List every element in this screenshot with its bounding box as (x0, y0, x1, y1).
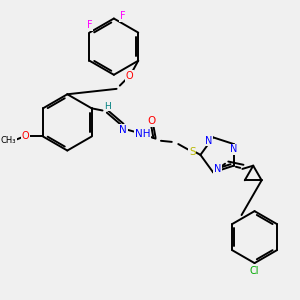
Text: CH₃: CH₃ (1, 136, 16, 145)
Text: O: O (22, 131, 29, 142)
Text: F: F (87, 20, 92, 30)
Text: N: N (119, 125, 127, 135)
Text: N: N (214, 164, 221, 174)
Text: Cl: Cl (250, 266, 259, 276)
Text: N: N (230, 145, 237, 154)
Text: NH: NH (135, 129, 150, 139)
Text: H: H (105, 102, 111, 111)
Text: N: N (205, 136, 212, 146)
Text: O: O (126, 71, 134, 81)
Text: F: F (120, 11, 125, 21)
Text: O: O (147, 116, 155, 126)
Text: S: S (189, 147, 196, 157)
